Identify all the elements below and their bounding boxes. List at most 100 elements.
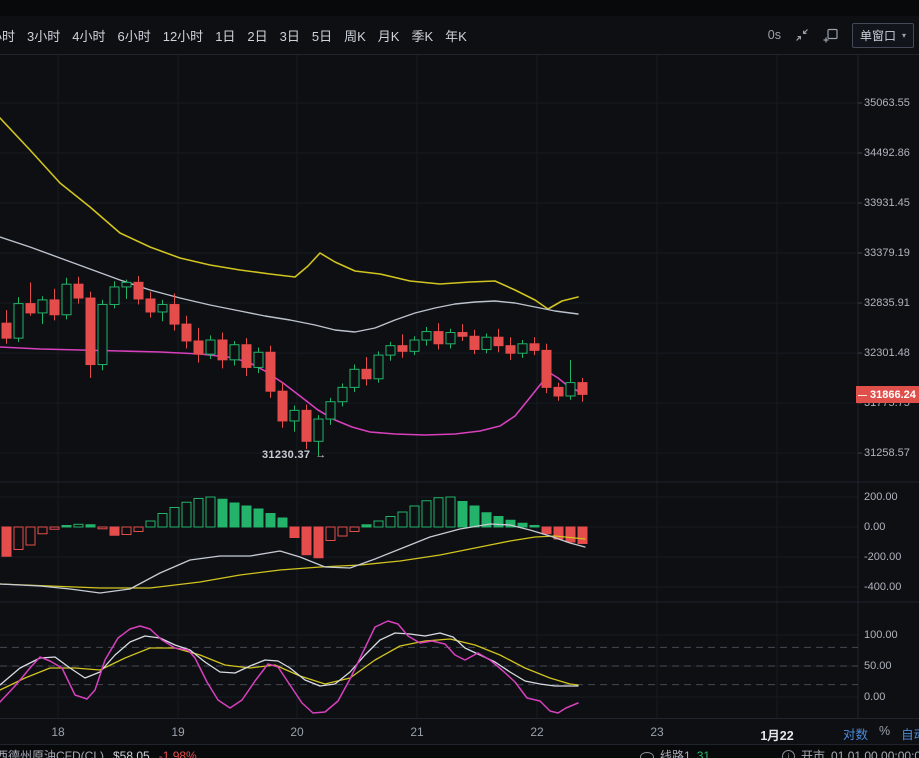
macd-histogram-bar [517, 522, 528, 528]
macd-histogram-bar [577, 526, 588, 544]
candle-body [505, 345, 516, 354]
refresh-countdown: 0s [767, 28, 781, 42]
session-info-group: i 开市 01.01.00 00:00:00 [782, 747, 919, 758]
macd-histogram-bar [241, 505, 252, 528]
candle-body [253, 351, 264, 368]
kdj-j-line [0, 620, 579, 714]
candle-body [97, 304, 108, 366]
auto-scale-toggle[interactable]: 自动 [901, 728, 919, 742]
collapse-panes-icon[interactable] [794, 27, 810, 43]
timeframe-2日[interactable]: 2日 [247, 28, 268, 44]
footer-symbol: 西德州原油CFD(CL) [0, 749, 104, 758]
macd-histogram-bar [85, 524, 96, 528]
candle-body [565, 382, 576, 397]
macd-histogram-bar [205, 496, 216, 528]
candle-body [313, 418, 324, 442]
macd-histogram-bar [1, 526, 12, 557]
candle-body [169, 304, 180, 325]
timeframe-4小时[interactable]: 4小时 [72, 28, 106, 44]
timeframe-季K[interactable]: 季K [411, 28, 434, 44]
macd-histogram-bar [73, 523, 84, 528]
session-label: 开市 [801, 749, 826, 758]
macd-histogram-bar [37, 526, 48, 535]
candle-body [433, 331, 444, 345]
candle-body [241, 344, 252, 368]
bollinger-lower-line [0, 346, 579, 436]
candle-body [193, 340, 204, 355]
candle-body [229, 344, 240, 361]
candle-body [61, 283, 72, 316]
macd-histogram-bar [133, 526, 144, 532]
macd-histogram-bar [121, 526, 132, 535]
candle-body [157, 304, 168, 313]
session-time: 01.01.00 00:00:00 [831, 748, 919, 758]
macd-histogram-bar [13, 526, 24, 550]
time-label-22: 22 [530, 725, 544, 739]
bollinger-middle-line [0, 236, 579, 333]
candle-body [133, 281, 144, 300]
add-pane-icon[interactable] [823, 27, 839, 43]
timeframe-3日[interactable]: 3日 [279, 28, 300, 44]
macd-histogram-bar [481, 512, 492, 528]
bollinger-upper-line [0, 117, 579, 310]
macd-histogram-bar [529, 525, 540, 528]
macd-histogram-bar [181, 501, 192, 528]
macd-histogram-bar [109, 526, 120, 536]
candle-body [373, 354, 384, 380]
macd-histogram-bar [265, 513, 276, 528]
window-mode-dropdown[interactable]: 单窗口 ▾ [851, 22, 914, 48]
time-label-1月22: 1月22 [760, 729, 794, 743]
eye-icon [640, 752, 654, 758]
candle-body [13, 303, 24, 339]
current-price-value: 31866.24 [870, 388, 916, 401]
macd-histogram-bar [169, 507, 180, 528]
macd-histogram-bar [277, 517, 288, 528]
candle-body [409, 339, 420, 352]
macd-histogram-bar [157, 513, 168, 528]
candle-body [217, 339, 228, 361]
timeframe-6小时[interactable]: 6小时 [117, 28, 151, 44]
timeframe-12小时[interactable]: 12小时 [162, 28, 204, 44]
macd-dea-line [0, 535, 586, 589]
macd-histogram-bar [97, 526, 108, 530]
connection-status-group[interactable]: 线路1 31 [640, 747, 710, 758]
line-latency: 31 [696, 748, 711, 758]
macd-histogram-bar [289, 526, 300, 538]
macd-histogram-bar [409, 505, 420, 528]
current-price-label: — 31866.24 [856, 386, 919, 404]
candle-body [85, 297, 96, 366]
timeframe-5日[interactable]: 5日 [311, 28, 333, 44]
macd-histogram-bar [373, 520, 384, 528]
timeframe-3小时[interactable]: 3小时 [27, 28, 61, 44]
arrow-right-icon: → [315, 448, 327, 461]
candle-body [541, 349, 552, 388]
timeframe-周K[interactable]: 周K [344, 28, 366, 44]
candle-body [469, 335, 480, 350]
time-axis-bar[interactable]: 对数% 自动 18 19 20 21 22 23 1月22 [0, 718, 919, 745]
candle-body [529, 343, 540, 351]
timeframe-小时[interactable]: 小时 [0, 28, 16, 44]
candle-body [577, 382, 588, 395]
log-scale-toggle[interactable]: 对数 [843, 728, 869, 742]
percent-scale-toggle[interactable]: % [879, 724, 891, 738]
time-label-23: 23 [650, 725, 664, 739]
candle-body [121, 281, 132, 288]
candle-body [553, 386, 564, 397]
timeframe-1日[interactable]: 1日 [215, 28, 236, 44]
time-label-21: 21 [410, 725, 424, 739]
chevron-down-icon: ▾ [901, 30, 906, 40]
candle-body [445, 332, 456, 345]
macd-histogram-bar [193, 498, 204, 528]
candle-body [397, 345, 408, 352]
footer-change-percent: -1.98% [158, 748, 197, 758]
macd-histogram-bar [421, 500, 432, 528]
macd-histogram-bar [469, 505, 480, 528]
candle-body [481, 336, 492, 350]
macd-histogram-bar [253, 508, 264, 528]
timeframe-月K[interactable]: 月K [377, 28, 400, 44]
timeframe-年K[interactable]: 年K [445, 28, 467, 44]
candle-body [181, 323, 192, 342]
macd-histogram-bar [313, 526, 324, 559]
macd-histogram-bar [493, 516, 504, 528]
